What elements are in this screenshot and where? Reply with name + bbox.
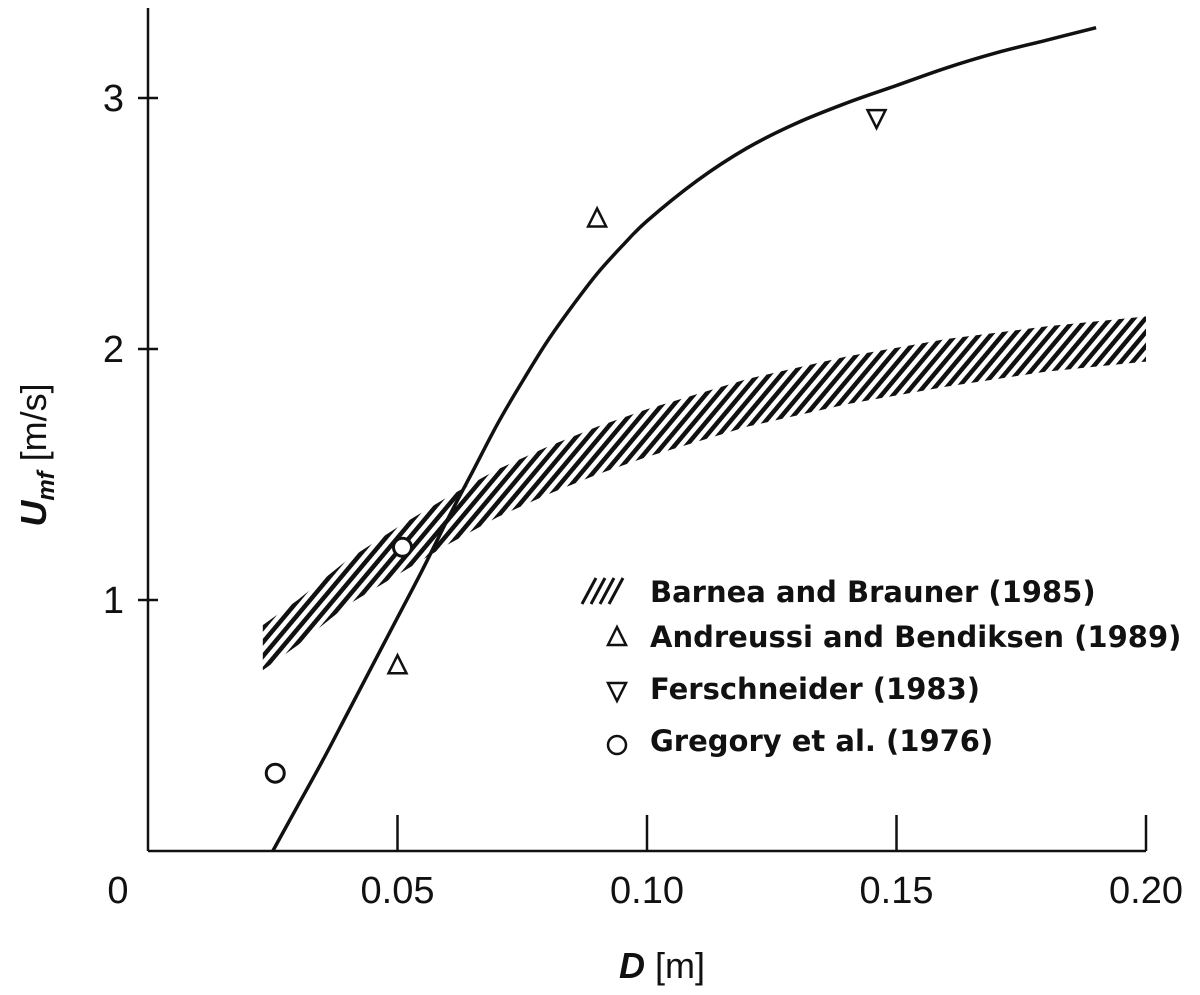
legend-entry-andreussi: Andreussi and Bendiksen (1989) xyxy=(605,620,1181,654)
barnea-brauner-band xyxy=(262,316,1146,671)
x-axis-title: D [m] xyxy=(619,945,705,986)
legend-hatch-marker xyxy=(580,577,625,605)
x-tick-label: 0 xyxy=(107,870,128,912)
y-tick-label: 1 xyxy=(103,580,124,622)
y-tick-label: 2 xyxy=(103,329,124,371)
legend-entry-ferschneider: Ferschneider (1983) xyxy=(605,672,980,706)
model-curve xyxy=(271,26,1097,852)
y-tick-label: 3 xyxy=(103,78,124,120)
x-axis-variable: D xyxy=(619,945,645,986)
x-tick-label: 0.05 xyxy=(361,870,435,912)
curve-layer xyxy=(271,26,1097,852)
points-layer xyxy=(264,108,888,784)
y-ticks: 1 2 3 xyxy=(103,78,158,622)
band-layer xyxy=(262,316,1146,671)
legend-label-barnea: Barnea and Brauner (1985) xyxy=(650,575,1096,609)
y-axis-subscript: mf xyxy=(33,469,60,500)
x-ticks: 0 0.05 0.10 0.15 0.20 xyxy=(107,815,1183,912)
x-tick-label: 0.15 xyxy=(860,870,934,912)
legend-triangle-down-marker xyxy=(605,681,629,704)
y-axis-variable: U xyxy=(13,500,54,527)
legend-label-ferschneider: Ferschneider (1983) xyxy=(650,672,980,706)
x-tick-label: 0.20 xyxy=(1109,870,1183,912)
ferschneider-point xyxy=(865,108,888,131)
legend-label-andreussi: Andreussi and Bendiksen (1989) xyxy=(650,620,1181,654)
andreussi-point xyxy=(586,205,609,228)
legend-label-gregory: Gregory et al. (1976) xyxy=(650,724,993,758)
gregory-point xyxy=(391,536,413,558)
x-tick-label: 0.10 xyxy=(610,870,684,912)
y-axis-unit: [m/s] xyxy=(13,383,54,471)
legend: Barnea and Brauner (1985) Andreussi and … xyxy=(580,575,1181,758)
andreussi-point xyxy=(386,652,409,675)
legend-circle-marker xyxy=(606,734,628,756)
gregory-point xyxy=(264,762,286,784)
legend-entry-barnea: Barnea and Brauner (1985) xyxy=(580,575,1096,609)
legend-entry-gregory: Gregory et al. (1976) xyxy=(606,724,993,758)
x-axis-unit: [m] xyxy=(645,945,705,986)
y-axis-title: Umf [m/s] xyxy=(13,383,60,526)
legend-triangle-up-marker xyxy=(605,624,629,647)
